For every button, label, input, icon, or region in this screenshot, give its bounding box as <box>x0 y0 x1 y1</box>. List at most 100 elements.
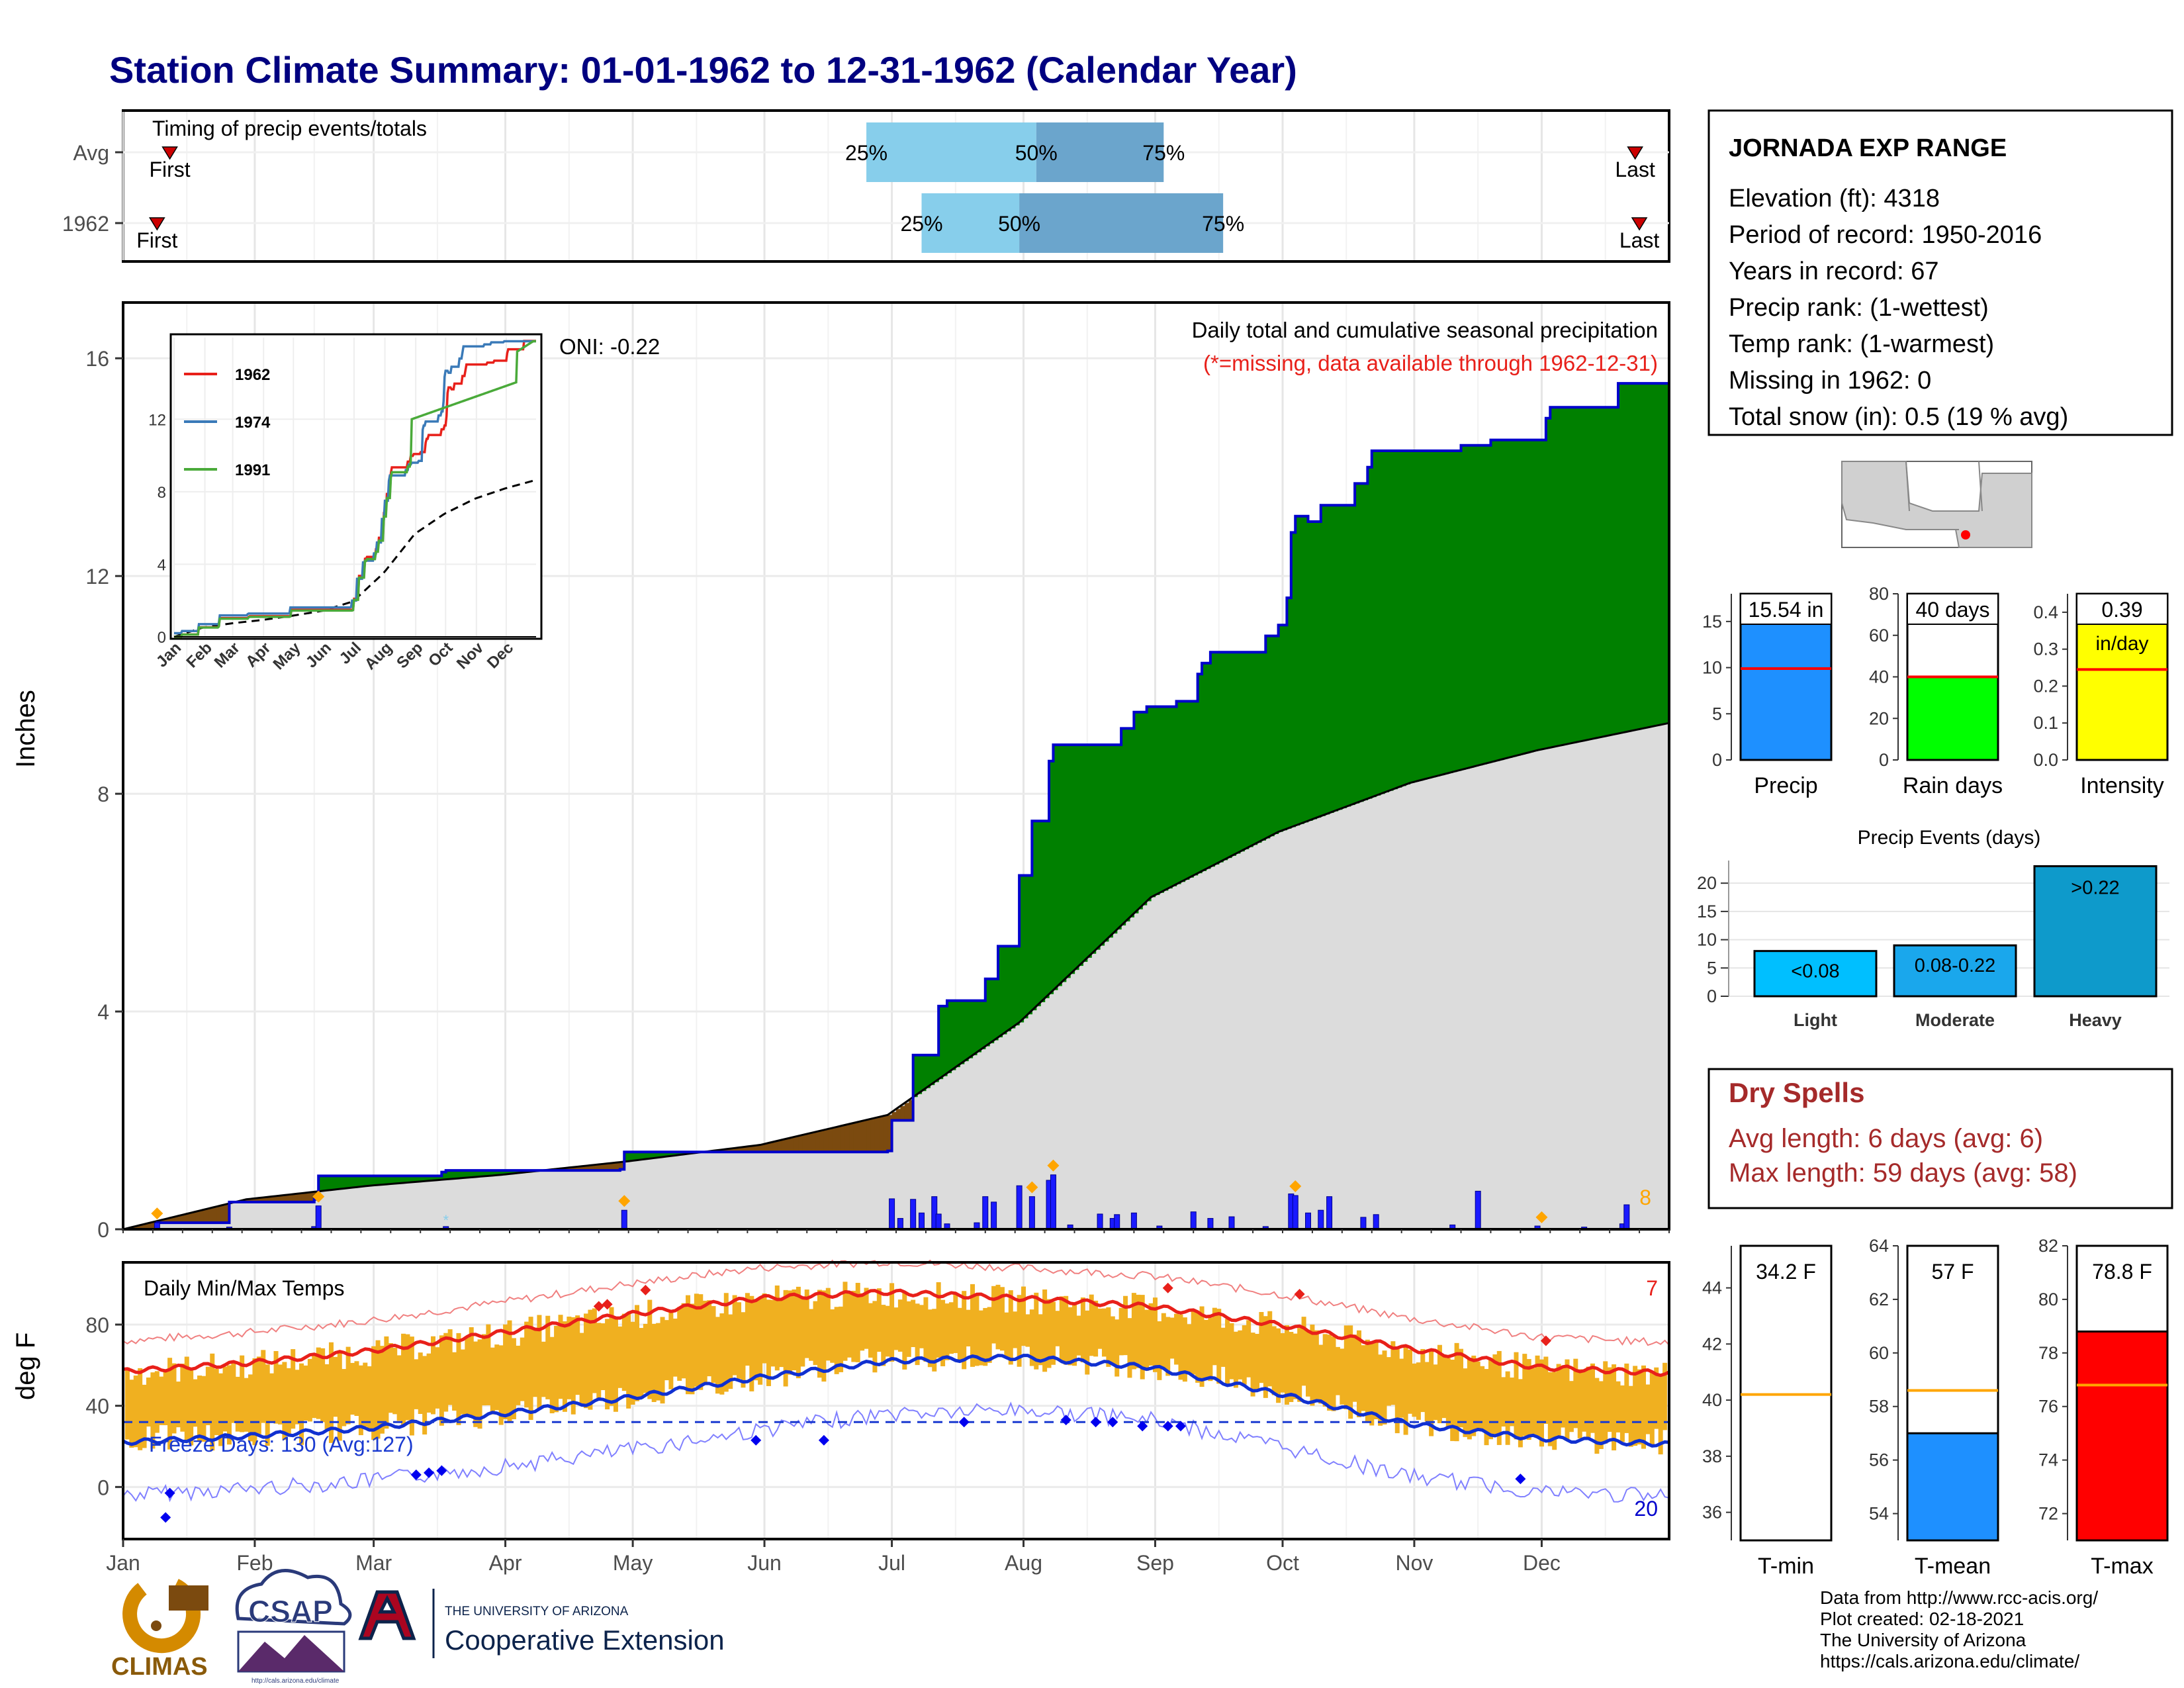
dry-deficit-area <box>586 1166 591 1171</box>
daily-temp-bar <box>1340 1348 1345 1405</box>
daily-temp-bar <box>966 1309 971 1346</box>
wet-surplus-area <box>1639 383 1645 729</box>
daily-temp-bar <box>1085 1310 1090 1375</box>
daily-temp-bar <box>405 1334 410 1421</box>
daily-temp-bar <box>600 1323 606 1390</box>
gauge-tick-label: 0.0 <box>2033 750 2058 770</box>
month-tick-label: Oct <box>1266 1551 1299 1575</box>
daily-temp-bar <box>1437 1344 1442 1424</box>
wet-surplus-area <box>654 1152 659 1158</box>
daily-temp-bar <box>333 1356 338 1417</box>
daily-temp-bar <box>677 1307 682 1381</box>
daily-temp-bar <box>1289 1332 1294 1403</box>
daily-temp-bar <box>1641 1365 1646 1449</box>
daily-temp-bar <box>626 1313 631 1409</box>
wet-surplus-area <box>437 1176 442 1180</box>
daily-temp-bar <box>783 1289 788 1387</box>
temp-gauge-category-label: T-max <box>2091 1554 2153 1579</box>
daily-temp-bar <box>974 1295 979 1366</box>
wet-surplus-area <box>394 1176 400 1184</box>
wet-surplus-area <box>1545 418 1551 749</box>
dry-deficit-area <box>598 1164 604 1171</box>
daily-temp-bar <box>999 1287 1005 1351</box>
wet-surplus-area <box>1661 383 1666 725</box>
dry-deficit-area <box>904 1103 909 1121</box>
timing-last-marker <box>1627 146 1643 160</box>
daily-temp-bar <box>520 1337 525 1401</box>
daily-temp-bar <box>1254 1334 1259 1390</box>
dry-deficit-area <box>612 1162 617 1171</box>
wet-surplus-area <box>322 1176 328 1192</box>
wet-surplus-area <box>658 1152 663 1158</box>
daily-precip-bar <box>1228 1216 1235 1230</box>
dry-spells-title: Dry Spells <box>1729 1077 1864 1108</box>
daily-temp-bar <box>927 1309 933 1368</box>
wet-surplus-area <box>1580 407 1585 742</box>
wet-surplus-area <box>433 1176 438 1181</box>
credit-line: The University of Arizona <box>1820 1630 2026 1650</box>
daily-temp-bar <box>664 1320 669 1381</box>
wet-surplus-area <box>496 1170 502 1176</box>
daily-precip-bar <box>1318 1209 1324 1230</box>
state-map <box>1841 461 2032 548</box>
daily-precip-bar <box>1028 1196 1035 1230</box>
dry-deficit-area <box>590 1165 595 1171</box>
gauge-value-label: 15.54 in <box>1749 598 1824 622</box>
daily-temp-bar <box>524 1321 529 1408</box>
wet-surplus-area <box>1223 652 1228 861</box>
daily-temp-bar <box>1306 1331 1311 1397</box>
daily-temp-bar <box>762 1293 767 1364</box>
wet-surplus-area <box>1439 451 1445 776</box>
daily-temp-bar <box>477 1339 482 1429</box>
dry-deficit-area <box>203 1209 208 1223</box>
daily-temp-bar <box>473 1341 478 1427</box>
record-min-line <box>122 1401 1670 1503</box>
wet-surplus-area <box>1435 451 1441 776</box>
dry-deficit-area <box>862 1121 867 1152</box>
daily-temp-bar <box>698 1294 704 1390</box>
daily-temp-bar <box>656 1323 661 1401</box>
info-line: Precip rank: (1-wettest) <box>1729 294 1989 322</box>
record-low-marker <box>164 1487 175 1499</box>
daily-temp-bar <box>210 1353 215 1451</box>
daily-temp-bar <box>1429 1349 1434 1436</box>
wet-surplus-area <box>1448 451 1453 773</box>
daily-temp-bar <box>1157 1321 1162 1380</box>
wet-surplus-area <box>429 1176 434 1181</box>
wet-surplus-area <box>1452 451 1457 773</box>
gauge-tick-label: 0.4 <box>2033 602 2058 622</box>
daily-temp-bar <box>430 1336 435 1415</box>
daily-precip-bar <box>897 1218 903 1230</box>
daily-temp-bar <box>741 1312 746 1388</box>
month-tick-label: Jan <box>106 1551 140 1575</box>
wet-surplus-area <box>1006 946 1011 1032</box>
dry-deficit-area <box>811 1133 816 1152</box>
daily-temp-bar <box>1187 1324 1192 1374</box>
gauge-category-label: Rain days <box>1903 773 2003 798</box>
wet-surplus-area <box>1151 706 1156 898</box>
daily-temp-bar <box>456 1333 461 1425</box>
daily-temp-bar <box>1212 1307 1217 1366</box>
wet-surplus-area <box>917 1055 923 1094</box>
month-tick-label: Aug <box>1005 1551 1042 1575</box>
daily-temp-bar <box>384 1336 389 1429</box>
csap-logo: CSAP http://cals.arizona.edu/climate <box>235 1569 352 1685</box>
dry-deficit-area <box>225 1204 230 1223</box>
wet-surplus-area <box>1465 445 1470 769</box>
events-y-tick-label: 15 <box>1697 902 1717 921</box>
dry-deficit-area <box>178 1215 183 1223</box>
dry-deficit-area <box>297 1194 302 1202</box>
wet-surplus-area <box>1461 445 1466 770</box>
wet-surplus-area <box>1482 445 1487 765</box>
dry-deficit-area <box>747 1146 752 1152</box>
daily-temp-bar <box>821 1290 827 1382</box>
daily-temp-bar <box>167 1358 173 1450</box>
daily-temp-bar <box>1637 1369 1642 1445</box>
dry-deficit-area <box>148 1223 154 1229</box>
events-bar-label: >0.22 <box>2071 878 2119 899</box>
wet-surplus-area <box>403 1176 408 1183</box>
wet-surplus-area <box>480 1170 485 1177</box>
daily-temp-bar <box>1152 1297 1158 1372</box>
daily-temp-bar <box>1654 1367 1659 1429</box>
dry-deficit-area <box>891 1111 897 1121</box>
